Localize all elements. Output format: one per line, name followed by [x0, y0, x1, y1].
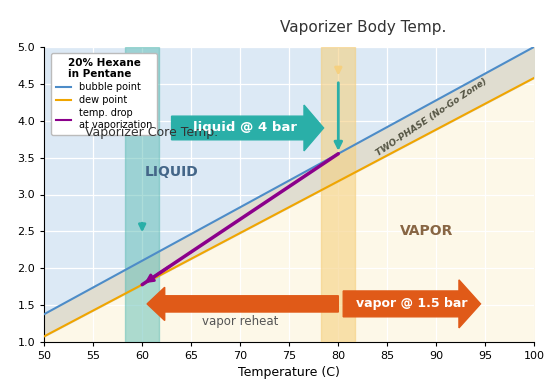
Text: Vaporizer Body Temp.: Vaporizer Body Temp. — [280, 20, 446, 35]
Text: liquid @ 4 bar: liquid @ 4 bar — [193, 121, 297, 135]
Text: vapor reheat: vapor reheat — [202, 315, 278, 328]
Legend: bubble point, dew point, temp. drop
at vaporization: bubble point, dew point, temp. drop at v… — [51, 53, 157, 135]
Text: Vaporizer Core Temp.: Vaporizer Core Temp. — [85, 126, 219, 139]
Text: vapor @ 1.5 bar: vapor @ 1.5 bar — [356, 297, 468, 310]
FancyArrow shape — [171, 105, 323, 151]
Text: TWO-PHASE (No-Go Zone): TWO-PHASE (No-Go Zone) — [374, 76, 489, 158]
X-axis label: Temperature (C): Temperature (C) — [239, 366, 340, 378]
Text: LIQUID: LIQUID — [145, 165, 198, 179]
Bar — [125, 47, 159, 342]
Text: VAPOR: VAPOR — [400, 224, 453, 238]
Bar — [321, 47, 355, 342]
FancyArrow shape — [147, 287, 338, 321]
FancyArrow shape — [343, 280, 480, 328]
